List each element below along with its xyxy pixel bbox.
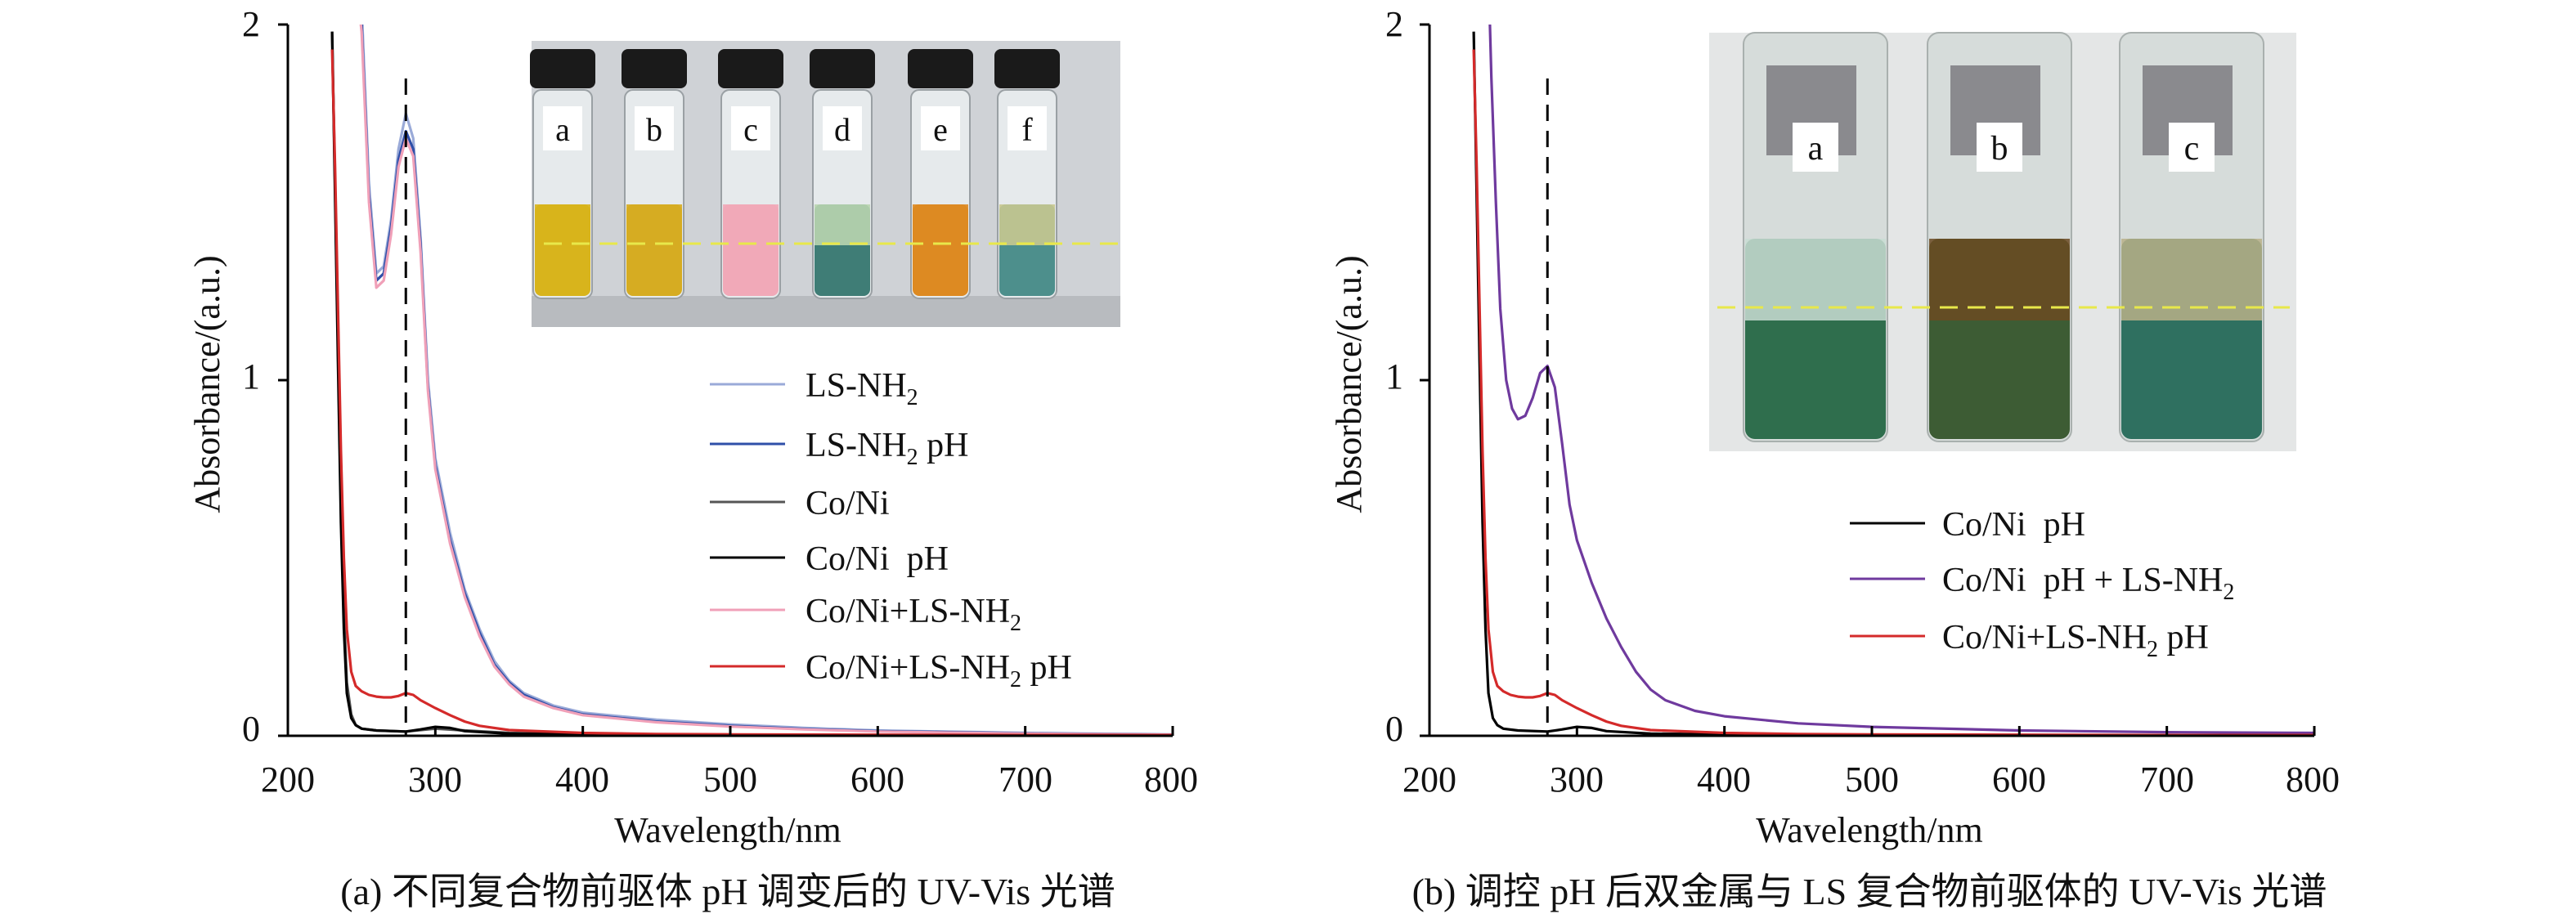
legend-label-a-5: Co/Ni+LS-NH2 pH [806,649,1072,692]
x-axis-label-a: Wavelength/nm [614,810,841,850]
axis-ticks-b [1420,23,2316,737]
inset-photo-a: a b c d e f [530,41,1120,327]
y-axis-label-a: Absorbance/(a.u.) [187,255,227,513]
x-tick-label-b-400: 400 [1697,759,1751,800]
vial-label-f: f [1021,111,1033,148]
tube-label-b: b [1991,130,2008,168]
vial-label-b: b [646,111,662,148]
vial-label-a: a [555,111,570,148]
y-tick-labels-b: 0 1 2 [1385,4,1403,749]
legend-label-a-2: Co/Ni [806,485,890,522]
vial-liquid-top [815,204,870,245]
vials-a: a b c d e f [530,49,1060,299]
tube-label-box [2169,123,2215,172]
y-tick-labels-a: 0 1 2 [242,4,260,749]
chart-panel-b: Absorbance/(a.u.) 0 1 2 200 300 400 500 … [1329,4,2340,912]
tube-label-c: c [2184,130,2200,168]
series-line-a-5 [330,49,1173,736]
caption-a: (a) 不同复合物前驱体 pH 调变后的 UV-Vis 光谱 [340,871,1115,912]
vial-label-box [543,106,582,150]
series-lines-a [330,25,1173,736]
x-tick-label-a-300: 300 [408,759,462,800]
vial-c: c [718,49,783,299]
x-tick-label-b-300: 300 [1550,759,1604,800]
x-tick-label-a-700: 700 [999,759,1052,800]
y-axis-label-b: Absorbance/(a.u.) [1329,255,1369,513]
legend-label-a-3: Co/Ni pH [806,540,949,578]
tube-label-box [1977,123,2022,172]
x-tick-label-b-600: 600 [1992,759,2046,800]
legend-b: Co/Ni pH Co/Ni pH + LS-NH2 Co/Ni+LS-NH2 … [1850,506,2234,662]
x-tick-label-a-400: 400 [555,759,609,800]
legend-label-b-2: Co/Ni+LS-NH2 pH [1942,619,2209,662]
series-line-a-4 [359,25,1173,736]
inset-photo-b: a b c [1709,32,2296,451]
tube-a: a [1743,32,1888,442]
tube-b: b [1927,32,2072,442]
vial-cap [718,49,783,88]
tube-c: c [2119,32,2264,442]
vial-b: b [622,49,687,299]
x-axis-label-b: Wavelength/nm [1756,810,1983,850]
vial-cap [994,49,1060,88]
legend-a: LS-NH2 LS-NH2 pH Co/Ni Co/Ni pH Co/Ni+LS… [710,367,1072,692]
series-line-b-2 [1472,49,2314,736]
vial-e: e [908,49,973,299]
axis-ticks-a [278,23,1174,737]
x-tick-label-b-800: 800 [2286,759,2340,800]
legend-label-b-1: Co/Ni pH + LS-NH2 [1942,562,2234,605]
vial-label-box [823,106,862,150]
caption-b: (b) 调控 pH 后双金属与 LS 复合物前驱体的 UV-Vis 光谱 [1412,871,2327,912]
legend-label-a-0: LS-NH2 [806,367,918,410]
vial-label-box [921,106,960,150]
x-tick-label-a-200: 200 [261,759,315,800]
vial-liquid-top [999,204,1055,245]
vial-label-d: d [834,111,850,148]
y-tick-label-b-0: 0 [1385,709,1403,749]
vial-liquid-top [535,204,590,245]
vial-liquid-top [723,204,779,245]
x-tick-labels-a: 200 300 400 500 600 700 800 [261,759,1198,800]
y-tick-label-a-2: 2 [242,4,260,44]
x-tick-label-a-600: 600 [850,759,904,800]
y-tick-label-a-1: 1 [242,356,260,397]
tube-label-a: a [1808,130,1824,168]
tubes-b: a b c [1743,32,2264,442]
y-tick-label-b-2: 2 [1385,4,1403,44]
y-tick-label-b-1: 1 [1385,356,1403,397]
vial-d: d [810,49,875,299]
x-tick-labels-b: 200 300 400 500 600 700 800 [1402,759,2340,800]
vial-a: a [530,49,595,299]
chart-panel-a: Absorbance/(a.u.) 0 1 2 200 300 400 500 … [187,4,1198,912]
vial-f: f [994,49,1060,299]
vial-label-box [731,106,770,150]
vial-label-box [635,106,674,150]
vial-liquid-top [626,204,682,245]
legend-label-a-1: LS-NH2 pH [806,427,969,470]
series-line-b-1 [1488,25,2314,735]
legend-label-b-0: Co/Ni pH [1942,506,2085,544]
x-tick-label-a-500: 500 [703,759,757,800]
y-tick-label-a-0: 0 [242,709,260,749]
vial-label-box [1008,106,1047,150]
vial-cap [810,49,875,88]
x-tick-label-b-700: 700 [2140,759,2194,800]
vial-cap [908,49,973,88]
vial-label-c: c [743,111,758,148]
x-tick-label-a-800: 800 [1144,759,1198,800]
inset-table-a [532,296,1120,327]
vial-liquid-top [913,204,968,245]
vial-cap [530,49,595,88]
x-tick-label-b-500: 500 [1845,759,1899,800]
x-tick-label-b-200: 200 [1402,759,1456,800]
tube-label-box [1793,123,1838,172]
vial-cap [622,49,687,88]
vial-label-e: e [933,111,948,148]
legend-label-a-4: Co/Ni+LS-NH2 [806,593,1021,636]
